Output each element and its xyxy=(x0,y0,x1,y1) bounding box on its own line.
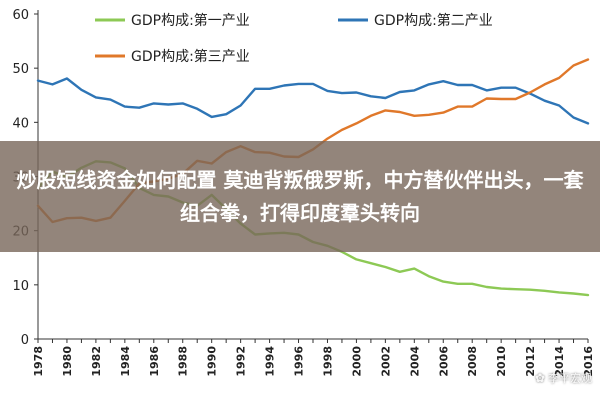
x-tick-label: 2004 xyxy=(408,346,421,377)
y-tick-label: 60 xyxy=(12,8,29,23)
x-tick-label: 1984 xyxy=(119,346,132,377)
x-tick-label: 2008 xyxy=(466,346,479,377)
y-tick-label: 10 xyxy=(12,279,29,294)
legend-label-3: GDP构成:第三产业 xyxy=(131,48,250,65)
x-tick-label: 1982 xyxy=(90,346,103,377)
wechat-icon: ✿ xyxy=(534,371,545,385)
x-tick-label: 2016 xyxy=(582,346,595,377)
x-tick-label: 1992 xyxy=(235,346,248,377)
x-tick-label: 1986 xyxy=(148,346,161,377)
chart-legend: GDP构成:第一产业 GDP构成:第二产业 GDP构成:第三产业 xyxy=(95,12,493,65)
series-line-2 xyxy=(36,77,590,125)
x-tick-label: 2006 xyxy=(437,346,450,377)
x-tick-label: 2012 xyxy=(524,346,537,377)
y-tick-label: 40 xyxy=(12,116,29,131)
x-tick-label: 2010 xyxy=(495,346,508,377)
x-tick-label: 1978 xyxy=(32,346,45,377)
x-tick-label: 2014 xyxy=(553,346,566,377)
headline-text: 炒股短线资金如何配置 莫迪背叛俄罗斯，中方替伙伴出头，一套组合拳，打得印度羣头转… xyxy=(16,167,584,225)
legend-label-1: GDP构成:第一产业 xyxy=(131,12,250,29)
x-tick-label: 1988 xyxy=(177,346,190,377)
x-tick-label: 2002 xyxy=(379,346,392,377)
headline-overlay: 炒股短线资金如何配置 莫迪背叛俄罗斯，中方替伙伴出头，一套组合拳，打得印度羣头转… xyxy=(0,141,600,252)
y-tick-label: 0 xyxy=(21,333,29,348)
x-tick-label: 1990 xyxy=(206,346,219,377)
y-tick-label: 50 xyxy=(12,62,29,77)
legend-label-2: GDP构成:第二产业 xyxy=(374,12,493,29)
x-tick-label: 1980 xyxy=(61,346,74,377)
x-tick-label: 1994 xyxy=(264,346,277,377)
watermark: ✿ 李平宏观 xyxy=(535,370,592,386)
x-tick-label: 1998 xyxy=(321,346,334,377)
x-tick-label: 2000 xyxy=(350,346,363,377)
watermark-text: 李平宏观 xyxy=(548,372,592,385)
x-tick-label: 1996 xyxy=(293,346,306,377)
